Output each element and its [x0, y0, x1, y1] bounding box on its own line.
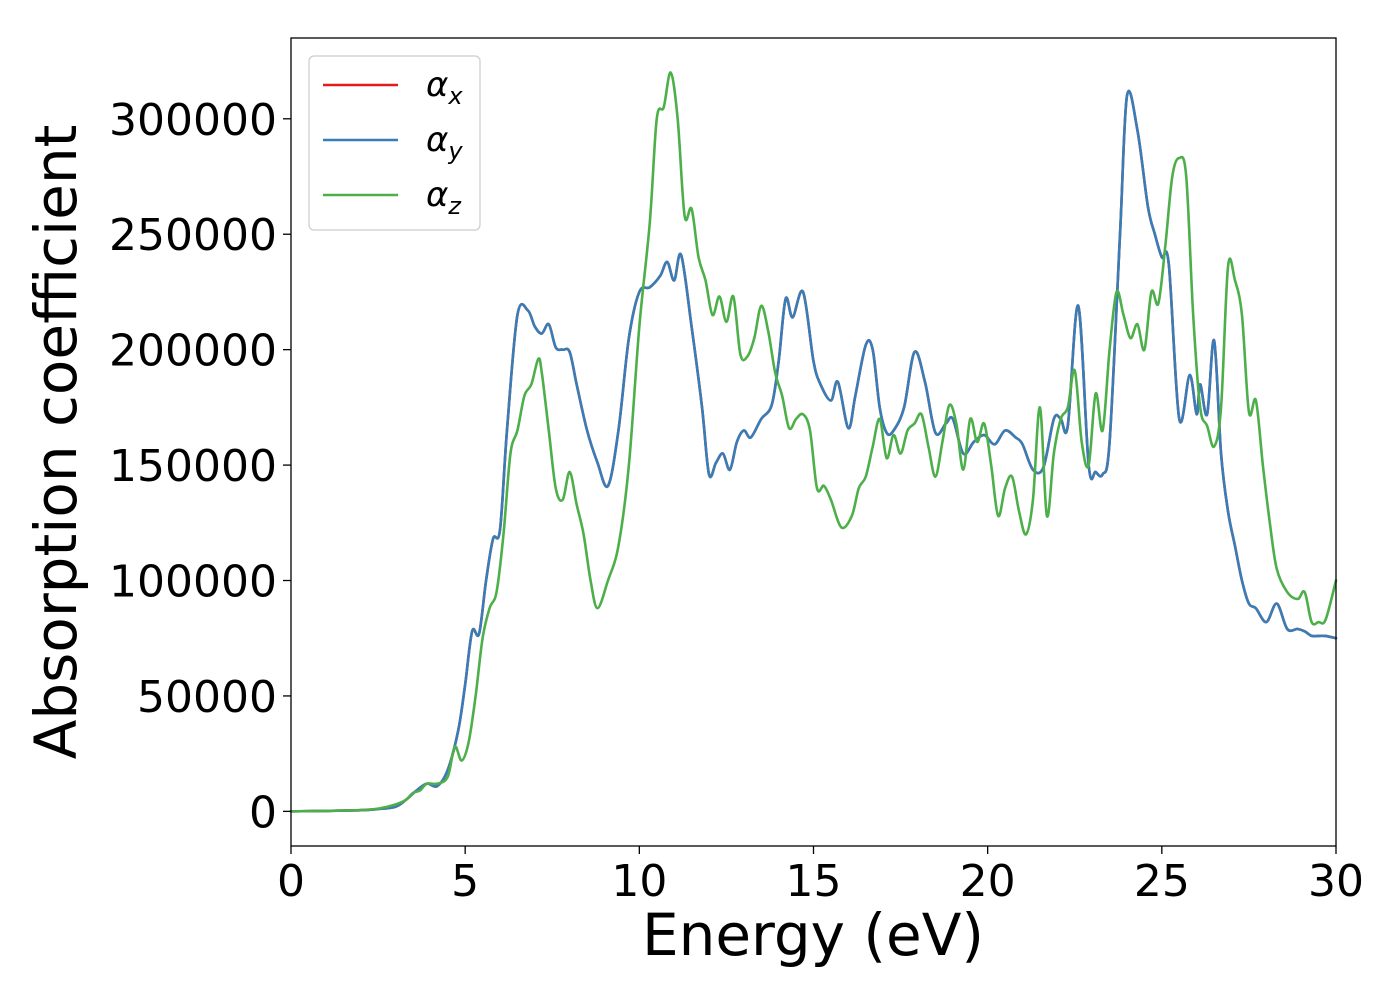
legend-box [308, 55, 481, 231]
y-tick-label: 300000 [109, 95, 277, 146]
y-axis-title: Absorption coefficient [22, 125, 90, 760]
x-tick-label: 25 [1134, 856, 1190, 907]
y-tick-label: 150000 [109, 441, 277, 492]
x-axis-ticks: 0 5 10 15 20 25 30 [277, 846, 1364, 907]
y-tick-label: 100000 [109, 557, 277, 608]
series-line-y [289, 89, 1338, 813]
series-layer [289, 71, 1338, 813]
x-tick-label: 5 [451, 856, 479, 907]
x-tick-label: 10 [611, 856, 667, 907]
y-tick-label: 50000 [137, 672, 277, 723]
y-axis-ticks: 0 50000 100000 150000 200000 250000 300000 [109, 95, 291, 838]
x-tick-label: 0 [277, 856, 305, 907]
x-tick-label: 30 [1308, 856, 1364, 907]
y-tick-label: 0 [249, 787, 277, 838]
y-tick-label: 200000 [109, 326, 277, 377]
series-line-z [289, 71, 1338, 813]
y-tick-label: 250000 [109, 210, 277, 261]
x-tick-label: 20 [960, 856, 1016, 907]
x-axis-title: Energy (eV) [642, 901, 984, 969]
x-tick-label: 15 [786, 856, 842, 907]
